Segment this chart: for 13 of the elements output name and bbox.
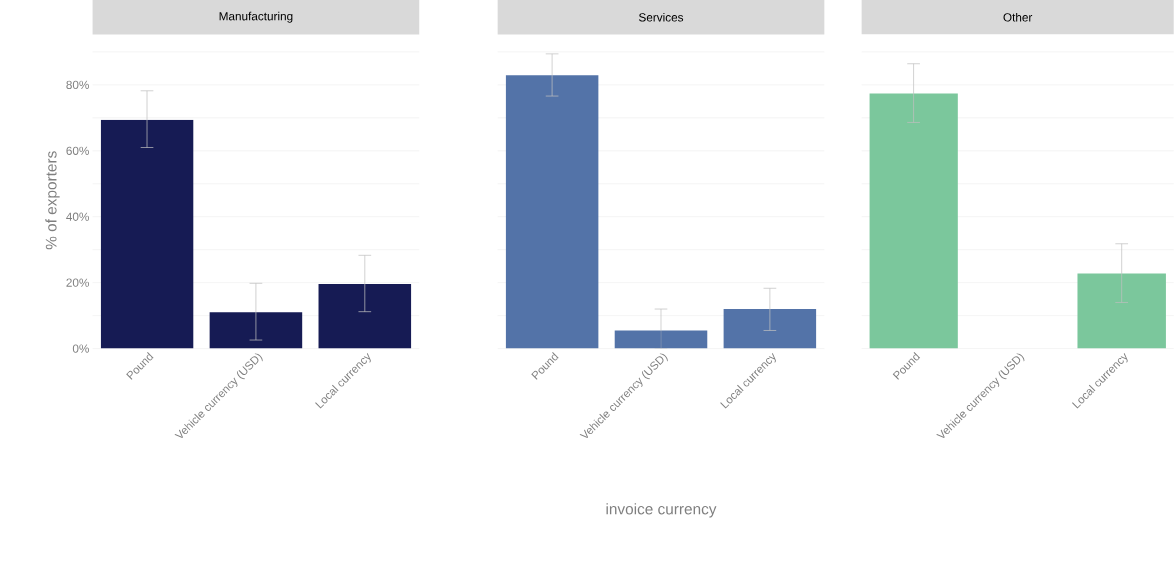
bar	[100, 119, 194, 349]
y-tick-label: 20%	[66, 278, 89, 287]
x-axis-title: invoice currency	[606, 503, 717, 518]
bar	[318, 284, 412, 349]
y-axis-title: % of exporters	[45, 151, 60, 250]
bar	[209, 312, 303, 349]
y-tick-label: 80%	[66, 80, 89, 90]
y-tick-label: 40%	[66, 212, 89, 221]
y-tick-label: 60%	[66, 146, 89, 155]
chart-title: Manufacturing	[219, 11, 293, 23]
y-tick-label: 0%	[72, 344, 89, 353]
chart-title: Other	[1003, 12, 1033, 22]
chart-title: Services	[639, 12, 684, 22]
